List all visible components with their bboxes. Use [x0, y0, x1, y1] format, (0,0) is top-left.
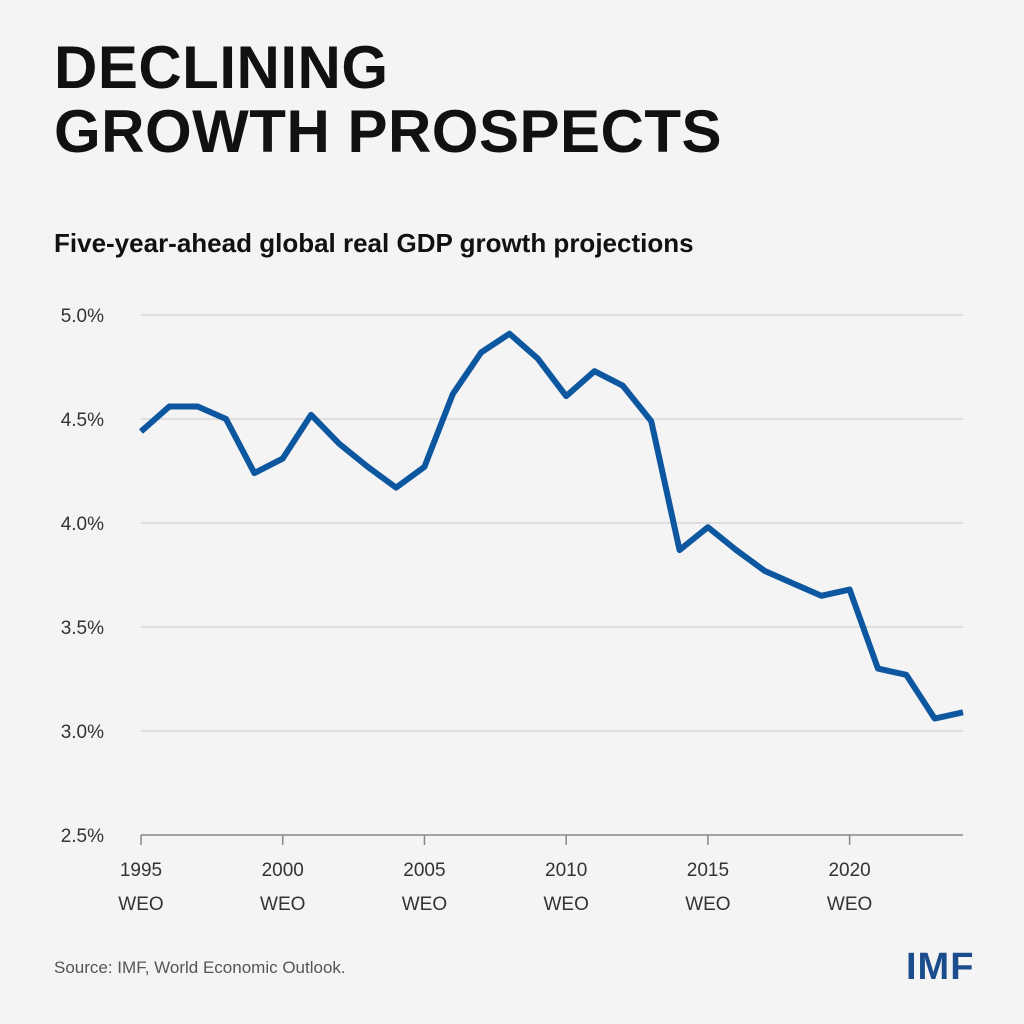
chart-subtitle: Five-year-ahead global real GDP growth p…	[54, 228, 694, 258]
y-tick-label: 4.5%	[61, 410, 104, 431]
y-tick-label: 4.0%	[61, 514, 104, 535]
x-tick-label: 2005	[403, 860, 445, 881]
imf-logo: IMF	[906, 946, 975, 988]
y-tick-label: 3.0%	[61, 722, 104, 743]
x-tick-sublabel: WEO	[118, 894, 163, 915]
x-tick-label: 2020	[828, 860, 870, 881]
series-line	[139, 330, 964, 722]
x-tick-label: 2010	[545, 860, 587, 881]
y-tick-label: 3.5%	[61, 618, 104, 639]
title-line-1: DECLINING	[54, 34, 389, 101]
title-line-2: GROWTH PROSPECTS	[54, 98, 723, 165]
source-note: Source: IMF, World Economic Outlook.	[54, 958, 346, 977]
x-tick-sublabel: WEO	[827, 894, 872, 915]
x-tick-sublabel: WEO	[402, 894, 447, 915]
x-tick-sublabel: WEO	[685, 894, 730, 915]
y-tick-label: 5.0%	[61, 306, 104, 327]
x-tick-label: 2015	[687, 860, 729, 881]
x-tick-sublabel: WEO	[260, 894, 305, 915]
x-tick-label: 1995	[120, 860, 162, 881]
x-tick-sublabel: WEO	[543, 894, 588, 915]
y-tick-label: 2.5%	[61, 826, 104, 847]
page-title: DECLINING GROWTH PROSPECTS	[54, 36, 722, 164]
x-tick-label: 2000	[262, 860, 304, 881]
